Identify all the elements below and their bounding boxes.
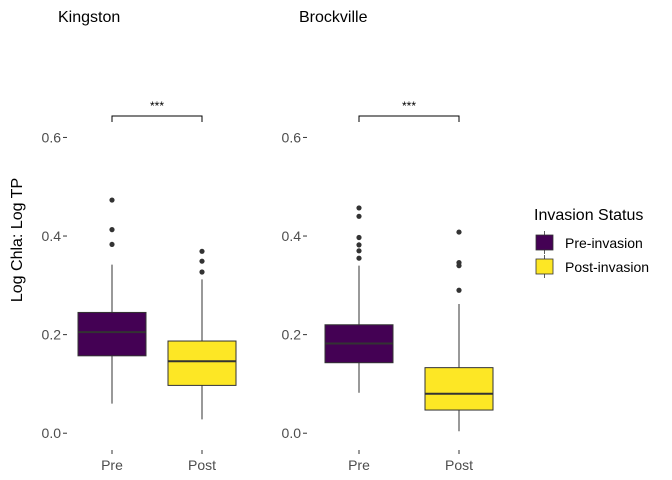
- outlier-point: [199, 258, 205, 264]
- box-iqr: [167, 340, 237, 386]
- y-tick-label: 0.6: [282, 129, 302, 145]
- outlier-point: [356, 213, 362, 219]
- panel-kingston: Kingston 0.0 0.2 0.4 0.6 Pre Post ***: [42, 9, 237, 473]
- y-tick-label: 0.2: [282, 327, 302, 343]
- outlier-point: [456, 260, 462, 266]
- outlier-point: [356, 248, 362, 254]
- y-tick-label: 0.0: [42, 425, 62, 441]
- legend-label-post-invasion: Post-invasion: [565, 259, 649, 275]
- legend-title: Invasion Status: [534, 207, 643, 224]
- outlier-point: [109, 241, 115, 248]
- outlier-point: [199, 248, 205, 254]
- x-tick-label: Pre: [101, 457, 123, 473]
- significance-bracket: [358, 115, 460, 122]
- legend-label-pre-invasion: Pre-invasion: [565, 235, 643, 251]
- legend: Invasion Status Pre-invasion Post-invasi…: [534, 207, 649, 278]
- y-tick-label: 0.6: [42, 129, 62, 145]
- y-axis-title: Log Chla: Log TP: [9, 178, 26, 302]
- outlier-point: [199, 269, 205, 275]
- box-iqr: [424, 367, 494, 411]
- panel-title: Brockville: [299, 9, 368, 26]
- x-tick-label: Post: [188, 457, 216, 473]
- outlier-point: [356, 255, 362, 261]
- legend-swatch-post-invasion: [535, 258, 554, 275]
- outlier-point: [456, 229, 462, 235]
- outlier-point: [109, 227, 115, 233]
- y-tick-label: 0.4: [282, 228, 302, 244]
- outlier-point: [456, 287, 462, 293]
- legend-entry-post-invasion: Post-invasion: [535, 255, 649, 278]
- outlier-point: [356, 205, 362, 211]
- y-tick-label: 0.4: [42, 228, 62, 244]
- significance-label: ***: [150, 99, 164, 113]
- box-post: Post: [167, 248, 237, 473]
- significance-bracket: [111, 115, 203, 122]
- x-tick-label: Pre: [348, 457, 370, 473]
- box-post: Post: [424, 229, 494, 473]
- box-iqr: [77, 311, 147, 357]
- y-tick-label: 0.0: [282, 425, 302, 441]
- legend-entry-pre-invasion: Pre-invasion: [535, 231, 643, 254]
- significance-label: ***: [402, 99, 416, 113]
- outlier-point: [109, 197, 115, 203]
- box-pre: Pre: [324, 205, 394, 473]
- panel-brockville: Brockville 0.0 0.2 0.4 0.6 Pre Post ***: [282, 9, 494, 473]
- outlier-point: [356, 242, 362, 248]
- legend-swatch-pre-invasion: [535, 234, 554, 251]
- box-pre: Pre: [77, 197, 147, 473]
- panel-title: Kingston: [58, 9, 120, 26]
- x-tick-label: Post: [445, 457, 473, 473]
- y-tick-label: 0.2: [42, 327, 62, 343]
- outlier-point: [356, 234, 362, 241]
